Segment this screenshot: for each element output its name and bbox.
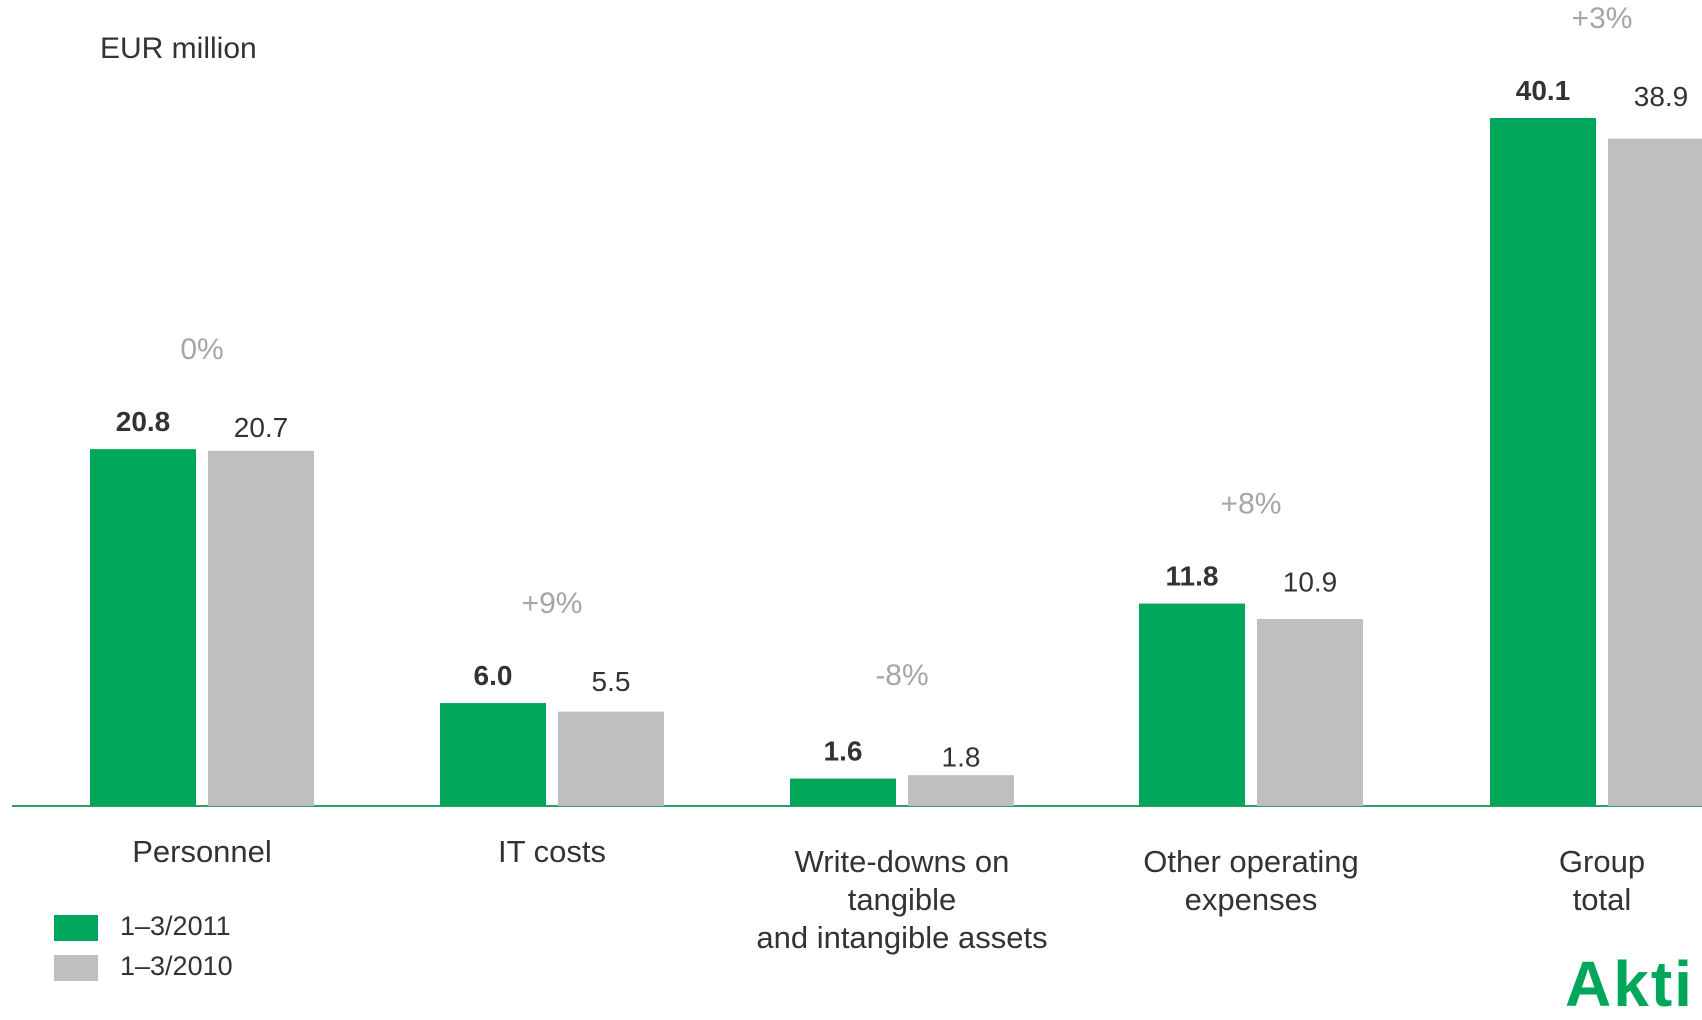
category-label-0-line-0: Personnel <box>132 834 272 869</box>
brand-logo: Akti <box>1565 948 1694 1020</box>
category-label-1-line-0: IT costs <box>498 834 606 869</box>
bar-2011-2 <box>790 778 896 806</box>
bar-2010-2 <box>908 775 1014 806</box>
category-label-2-line-1: tangible <box>848 882 957 917</box>
legend-swatch-2011 <box>54 915 98 941</box>
value-label-2010-4: 38.9 <box>1634 81 1689 112</box>
change-label-2: -8% <box>875 659 928 692</box>
value-label-2011-1: 6.0 <box>474 660 513 691</box>
change-label-1: +9% <box>522 587 583 620</box>
value-label-2010-3: 10.9 <box>1283 567 1338 598</box>
category-label-2-line-0: Write-downs on <box>795 844 1010 879</box>
legend-swatch-2010 <box>54 955 98 981</box>
chart-area: 20.8 20.7 0% Personnel 6.0 5.5 +9% IT costs 1.6 1… <box>12 2 1702 955</box>
value-label-2010-0: 20.7 <box>234 412 289 443</box>
value-label-2011-2: 1.6 <box>824 736 863 767</box>
value-label-2011-0: 20.8 <box>116 406 171 437</box>
change-label-4: +3% <box>1572 2 1633 35</box>
category-label-3-line-1: expenses <box>1185 882 1318 917</box>
bar-2011-0 <box>90 449 196 806</box>
bar-2010-0 <box>208 450 314 806</box>
bar-2010-3 <box>1257 618 1363 806</box>
value-label-2011-3: 11.8 <box>1166 561 1219 592</box>
bar-2011-3 <box>1139 603 1245 806</box>
bar-2011-4 <box>1490 118 1596 806</box>
bar-2011-1 <box>440 703 546 806</box>
bar-2010-4 <box>1608 138 1702 807</box>
change-label-3: +8% <box>1221 488 1282 521</box>
category-label-2-line-2: and intangible assets <box>756 920 1047 955</box>
legend-label-2010: 1–3/2010 <box>120 951 233 981</box>
value-label-2010-1: 5.5 <box>592 666 631 697</box>
value-label-2011-4: 40.1 <box>1516 75 1571 106</box>
category-label-4-line-1: total <box>1573 882 1632 917</box>
legend-label-2011: 1–3/2011 <box>120 911 231 941</box>
bar-2010-1 <box>558 711 664 806</box>
bar-chart: 20.8 20.7 0% Personnel 6.0 5.5 +9% IT costs 1.6 1… <box>12 2 1702 955</box>
category-label-4-line-0: Group <box>1559 844 1645 879</box>
value-label-2010-2: 1.8 <box>942 742 981 773</box>
unit-label: EUR million <box>100 32 257 65</box>
change-label-0: 0% <box>180 333 223 366</box>
category-label-3-line-0: Other operating <box>1143 844 1358 879</box>
